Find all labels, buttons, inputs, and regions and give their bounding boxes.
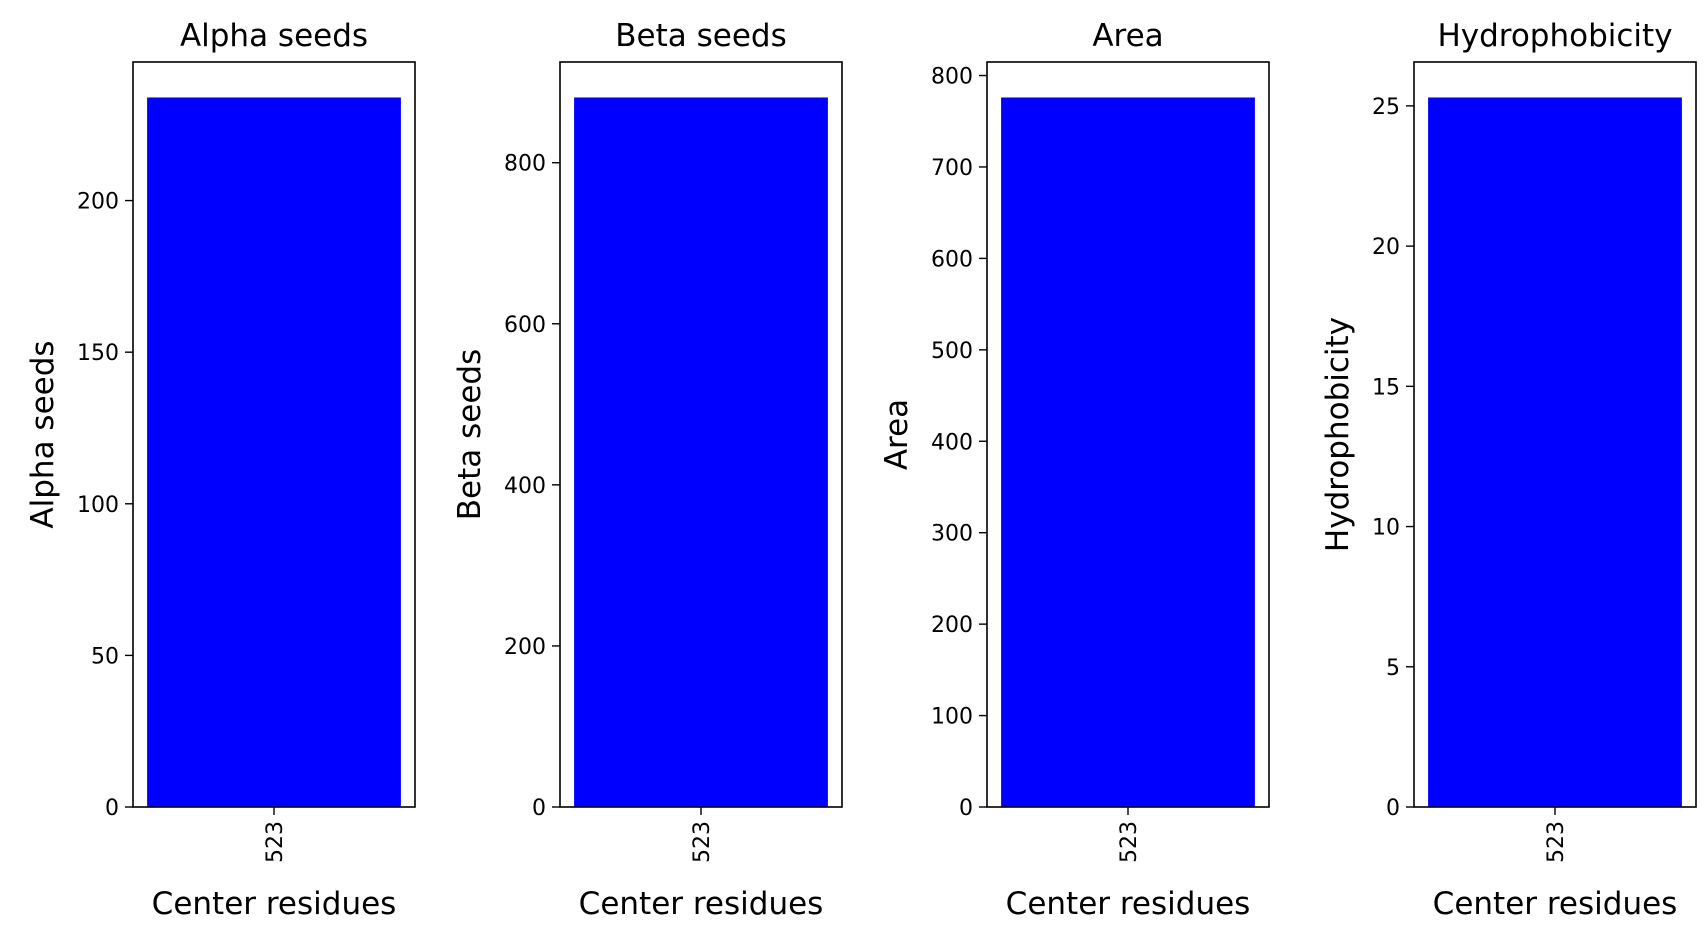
bar — [1428, 97, 1682, 808]
y-tick-label: 0 — [1386, 796, 1400, 821]
y-tick-label: 400 — [504, 474, 546, 499]
y-tick-label: 150 — [77, 341, 119, 366]
y-tick-label: 25 — [1372, 95, 1400, 120]
y-tick-label: 100 — [931, 705, 973, 730]
y-axis-label: Hydrophobicity — [1320, 317, 1356, 552]
y-tick-label: 100 — [77, 493, 119, 518]
y-tick-label: 20 — [1372, 235, 1400, 260]
y-tick-label: 600 — [931, 247, 973, 272]
chart-panel-4: Hydrophobicity 0 5 10 15 20 25 523 Center residu… — [1320, 18, 1697, 922]
y-tick-label: 10 — [1372, 516, 1400, 541]
x-tick-label: 523 — [690, 821, 715, 863]
y-tick-label: 5 — [1386, 656, 1400, 681]
y-tick-label: 800 — [931, 65, 973, 90]
y-tick-label: 200 — [931, 613, 973, 638]
x-axis-label: Center residues — [1433, 886, 1678, 922]
y-tick-label: 200 — [504, 635, 546, 660]
x-tick-label: 523 — [1544, 821, 1569, 863]
x-axis-label: Center residues — [1006, 886, 1251, 922]
y-tick-label: 0 — [105, 796, 119, 821]
bar — [1001, 97, 1255, 808]
x-tick-label: 523 — [263, 821, 288, 863]
chart-title: Beta seeds — [615, 18, 786, 54]
y-tick-label: 500 — [931, 339, 973, 364]
y-tick-label: 200 — [77, 190, 119, 215]
x-axis-label: Center residues — [152, 886, 397, 922]
chart-title: Alpha seeds — [180, 18, 368, 54]
y-tick-label: 700 — [931, 156, 973, 181]
y-tick-label: 15 — [1372, 375, 1400, 400]
y-tick-label: 50 — [91, 644, 119, 669]
y-axis-label: Alpha seeds — [25, 340, 61, 528]
y-tick-label: 600 — [504, 313, 546, 338]
chart-title: Area — [1092, 18, 1163, 54]
bar — [147, 97, 401, 808]
x-tick-label: 523 — [1117, 821, 1142, 863]
y-tick-label: 0 — [532, 796, 546, 821]
y-tick-label: 0 — [959, 796, 973, 821]
bar — [574, 97, 828, 808]
y-tick-label: 400 — [931, 430, 973, 455]
chart-panel-2: Beta seeds 0 200 400 600 800 523 Center residue… — [452, 18, 843, 922]
y-tick-label: 800 — [504, 152, 546, 177]
x-axis-label: Center residues — [579, 886, 824, 922]
chart-title: Hydrophobicity — [1437, 18, 1672, 54]
chart-panel-3: Area 0 100 200 300 400 500 600 700 800 523 Center r… — [879, 18, 1270, 922]
chart-panel-1: Alpha seeds 0 50 100 150 200 523 Center residue… — [25, 18, 416, 922]
y-axis-label: Area — [879, 399, 915, 470]
y-tick-label: 300 — [931, 522, 973, 547]
y-axis-label: Beta seeds — [452, 349, 488, 520]
